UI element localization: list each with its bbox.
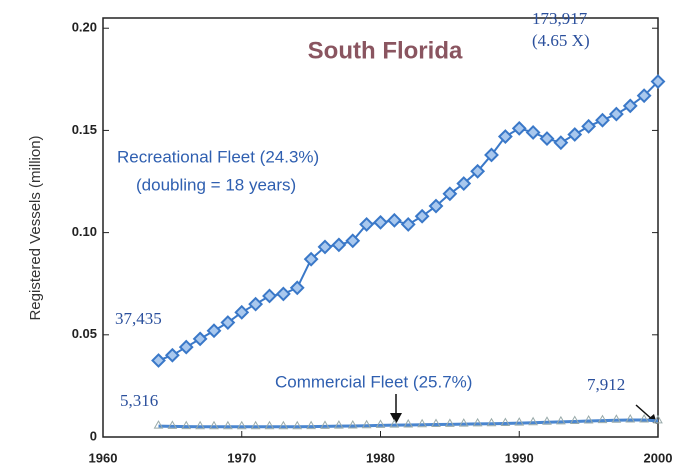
diamond-marker xyxy=(400,217,416,232)
triangle-marker xyxy=(209,420,219,430)
annotation: 7,912 xyxy=(587,375,625,394)
triangle-marker xyxy=(583,415,594,424)
triangle-marker xyxy=(528,416,538,426)
triangle-marker xyxy=(347,419,358,429)
triangle-marker xyxy=(223,420,233,430)
diamond-marker xyxy=(359,217,375,232)
diamond-marker xyxy=(636,88,652,104)
diamond-marker xyxy=(553,135,569,151)
triangle-marker xyxy=(458,418,469,427)
annotation: (4.65 X) xyxy=(532,31,590,50)
diamond-marker xyxy=(511,120,527,136)
y-tick-label: 0.05 xyxy=(72,326,97,341)
triangle-marker xyxy=(472,417,483,427)
triangle-marker xyxy=(569,415,580,424)
diamond-marker xyxy=(386,212,402,228)
y-tick-label: 0.20 xyxy=(72,20,97,35)
diamond-marker xyxy=(484,147,499,163)
diamond-marker xyxy=(248,296,264,312)
triangle-marker xyxy=(250,420,261,430)
triangle-marker xyxy=(445,418,455,427)
diamond-marker xyxy=(289,280,305,296)
chart-title: South Florida xyxy=(308,37,463,64)
triangle-marker xyxy=(500,417,511,427)
triangle-marker xyxy=(361,419,372,429)
diamond-marker xyxy=(595,112,610,128)
diamond-marker xyxy=(442,186,458,202)
diamond-marker xyxy=(414,208,430,224)
diamond-marker xyxy=(178,339,194,355)
diamond-marker xyxy=(525,125,541,140)
triangle-marker xyxy=(181,420,192,430)
x-tick-label: 1970 xyxy=(227,450,256,465)
x-tick-label: 2000 xyxy=(644,450,673,465)
annotation: 5,316 xyxy=(120,391,158,410)
diamond-marker xyxy=(608,106,624,122)
triangle-marker xyxy=(403,418,414,428)
triangle-marker xyxy=(320,420,330,429)
series-line xyxy=(158,418,659,429)
triangle-marker xyxy=(639,414,649,423)
annotation: (doubling = 18 years) xyxy=(136,175,296,194)
x-tick-label: 1990 xyxy=(505,450,534,465)
triangle-marker xyxy=(417,418,427,428)
arrowhead xyxy=(390,413,402,424)
diamond-marker xyxy=(192,331,208,347)
diamond-marker xyxy=(303,251,319,267)
triangle-marker xyxy=(486,417,497,427)
diamond-marker xyxy=(497,129,513,144)
diamond-marker xyxy=(622,98,638,114)
triangle-marker xyxy=(306,420,316,430)
triangle-marker xyxy=(556,415,566,425)
triangle-marker xyxy=(431,418,441,428)
diamond-marker xyxy=(234,304,250,320)
diamond-marker xyxy=(345,233,361,249)
series-label: Commercial Fleet (25.7%) xyxy=(275,372,472,391)
x-tick-label: 1960 xyxy=(89,450,118,465)
triangle-marker xyxy=(375,419,386,428)
diamond-marker xyxy=(206,323,222,339)
triangle-marker xyxy=(292,420,303,430)
triangle-marker xyxy=(389,419,400,428)
triangle-marker xyxy=(514,417,525,426)
y-tick-label: 0 xyxy=(90,428,97,443)
triangle-marker xyxy=(167,420,178,429)
triangle-marker xyxy=(264,420,275,430)
triangle-marker xyxy=(625,414,636,423)
diamond-marker xyxy=(373,214,388,230)
triangle-marker xyxy=(236,420,247,430)
diamond-marker xyxy=(317,239,333,255)
diamond-marker xyxy=(331,237,347,253)
triangle-marker xyxy=(153,420,164,429)
diamond-marker xyxy=(470,163,486,179)
triangle-marker xyxy=(653,414,663,424)
series-label: Recreational Fleet (24.3%) xyxy=(117,147,319,166)
triangle-marker xyxy=(278,420,289,430)
diamond-marker xyxy=(650,74,666,89)
diamond-marker xyxy=(262,288,277,304)
annotation: 37,435 xyxy=(115,309,162,328)
diamond-marker xyxy=(428,198,444,214)
diamond-marker xyxy=(151,353,166,368)
diamond-marker xyxy=(164,347,180,363)
x-tick-label: 1980 xyxy=(366,450,395,465)
triangle-marker xyxy=(611,414,622,423)
diamond-marker xyxy=(220,315,236,330)
triangle-marker xyxy=(597,414,608,424)
diamond-marker xyxy=(581,118,597,134)
y-axis-label: Registered Vessels (million) xyxy=(27,135,44,320)
y-tick-label: 0.10 xyxy=(72,224,97,239)
y-tick-label: 0.15 xyxy=(72,122,97,137)
diamond-marker xyxy=(539,131,555,147)
diamond-marker xyxy=(275,286,291,302)
triangle-marker xyxy=(542,416,552,425)
triangle-marker xyxy=(195,420,205,430)
diamond-marker xyxy=(456,176,472,191)
triangle-marker xyxy=(334,420,344,429)
annotation: 173,917 xyxy=(532,9,588,28)
diamond-marker xyxy=(567,127,583,142)
